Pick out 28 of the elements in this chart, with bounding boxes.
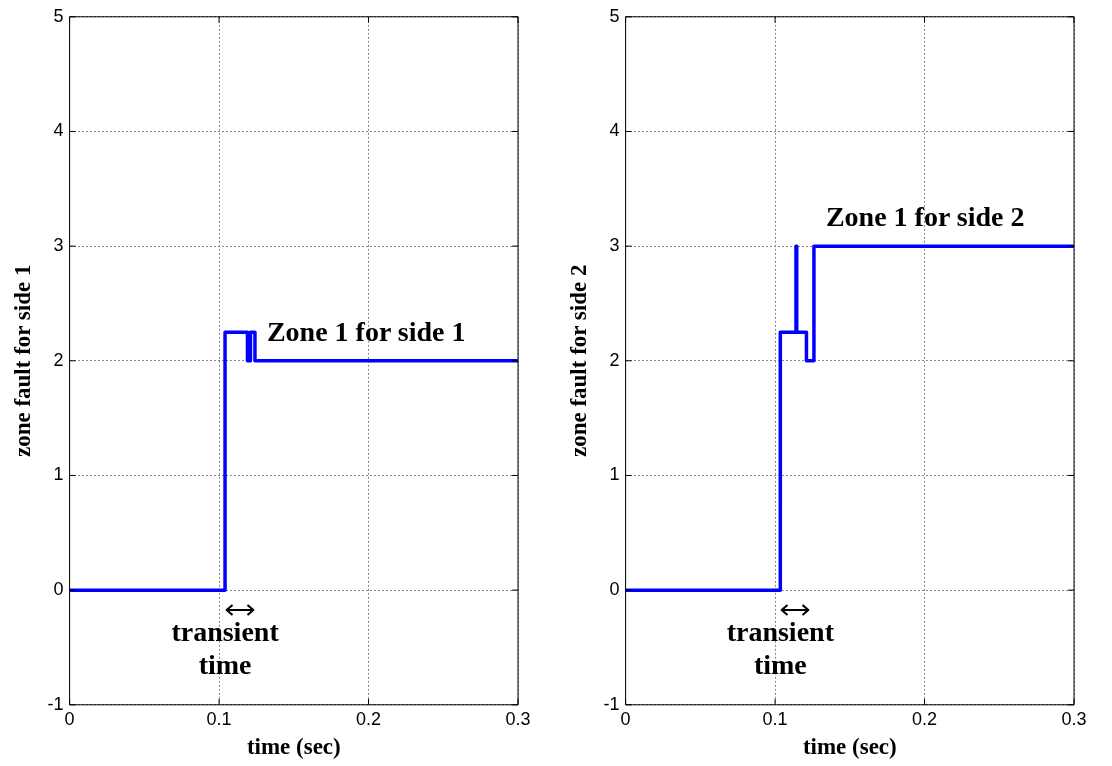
y-tick-label: 5	[609, 5, 620, 26]
y-tick-label: 3	[53, 235, 64, 256]
x-axis-title: time (sec)	[802, 734, 897, 760]
y-tick-label: -1	[47, 693, 64, 714]
x-tick-label: 0.3	[1061, 708, 1087, 729]
annotation: transient time	[171, 616, 280, 681]
y-tick-label: 1	[609, 464, 620, 485]
x-tick-label: 0.2	[356, 708, 382, 729]
y-tick-label: 3	[609, 235, 620, 256]
x-tick-label: 0.3	[505, 708, 531, 729]
x-axis-title: time (sec)	[246, 734, 341, 760]
y-tick-label: 2	[609, 349, 620, 370]
annotation: transient time	[726, 616, 835, 681]
y-tick-label: 0	[609, 579, 620, 600]
y-axis-title: zone fault for side 1	[9, 264, 35, 458]
y-tick-label: -1	[603, 693, 620, 714]
annotation: Zone 1 for side 2	[825, 201, 1025, 233]
y-tick-label: 4	[53, 120, 64, 141]
x-tick-label: 0.1	[762, 708, 788, 729]
y-tick-label: 1	[53, 464, 64, 485]
y-axis-title: zone fault for side 2	[565, 264, 591, 458]
y-tick-label: 5	[53, 5, 64, 26]
annotation: Zone 1 for side 1	[266, 316, 466, 348]
y-tick-label: 2	[53, 349, 64, 370]
y-tick-label: 4	[609, 120, 620, 141]
x-tick-label: 0.2	[912, 708, 938, 729]
x-tick-label: 0.1	[206, 708, 232, 729]
y-tick-label: 0	[53, 579, 64, 600]
